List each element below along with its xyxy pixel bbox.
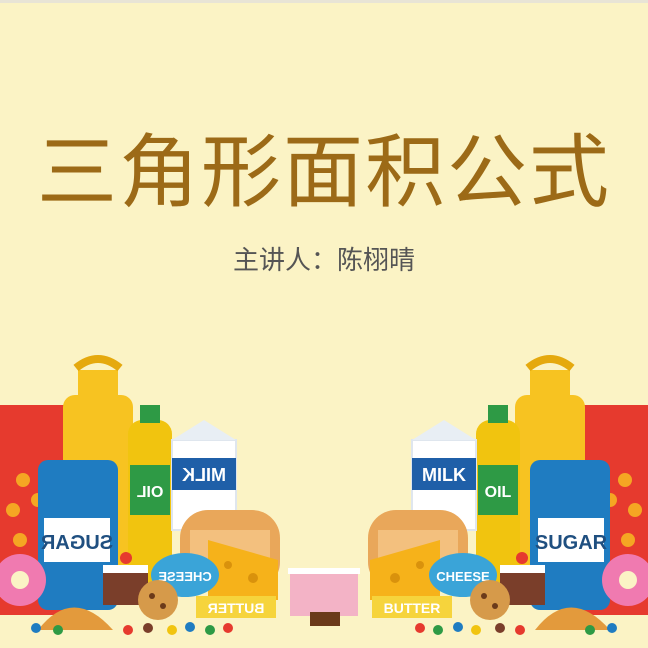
oil-label-left: OIL [136, 484, 163, 501]
milk-label-right: MILK [422, 465, 466, 485]
yogurt-cup-left [290, 572, 324, 616]
cheese-label-right: CHEESE [436, 569, 490, 584]
milk-label-left: MILK [182, 465, 226, 485]
cheese-wedge-left [208, 540, 278, 600]
sugar-label-right: SUGAR [535, 532, 608, 554]
butter-label-right: BUTTER [384, 600, 441, 616]
butter-left [196, 596, 276, 618]
butter-right [372, 596, 452, 618]
croissant-right [535, 607, 610, 630]
slide-title: 三角形面积公式 [37, 126, 611, 219]
cookie-left [138, 580, 178, 620]
center-desserts [288, 568, 360, 626]
sugar-label-left: SUGAR [40, 532, 113, 554]
grocery-group-left: SUGAR OIL MILK CHEESE BUTTER [0, 355, 280, 635]
chocolate-bar [310, 612, 340, 626]
grocery-group-right: SUGAR OIL MILK CHEESE BUTTER [368, 355, 648, 635]
cheese-wedge-right [370, 540, 440, 600]
top-border [0, 0, 648, 3]
cheese-label-left: CHEESE [158, 569, 212, 584]
butter-label-left: BUTTER [208, 600, 265, 616]
presenter-line: 主讲人：陈栩晴 [232, 246, 415, 276]
oil-label-right: OIL [485, 484, 512, 501]
croissant-left [38, 607, 113, 630]
cookie-right [470, 580, 510, 620]
yogurt-cup-right [324, 572, 358, 616]
